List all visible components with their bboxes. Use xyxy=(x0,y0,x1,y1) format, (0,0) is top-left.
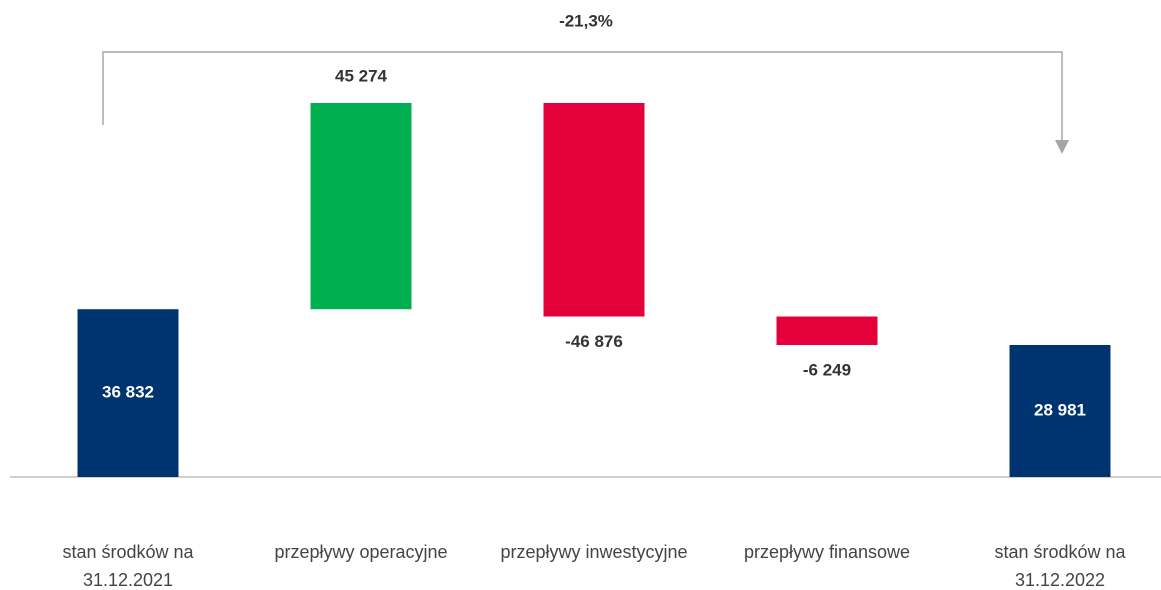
value-label: 36 832 xyxy=(102,383,154,402)
category-label: przepływy finansowe xyxy=(743,542,911,562)
bar xyxy=(543,103,645,317)
category-label: stan środków na 31.12.2022 xyxy=(994,542,1126,590)
category-label: stan środków na 31.12.2021 xyxy=(62,542,194,590)
bar xyxy=(776,316,878,345)
value-label: 45 274 xyxy=(335,66,388,85)
bracket-arrow xyxy=(1055,140,1069,154)
category-label: przepływy operacyjne xyxy=(274,542,448,562)
value-label: -46 876 xyxy=(565,332,623,351)
value-label: -6 249 xyxy=(803,360,851,379)
bar xyxy=(310,103,412,310)
value-label: 28 981 xyxy=(1034,400,1086,419)
bar xyxy=(1009,344,1111,477)
category-label: przepływy inwestycyjne xyxy=(500,542,688,562)
change-annotation: -21,3% xyxy=(559,11,613,30)
bar xyxy=(77,309,179,477)
change-bracket xyxy=(102,51,1063,142)
